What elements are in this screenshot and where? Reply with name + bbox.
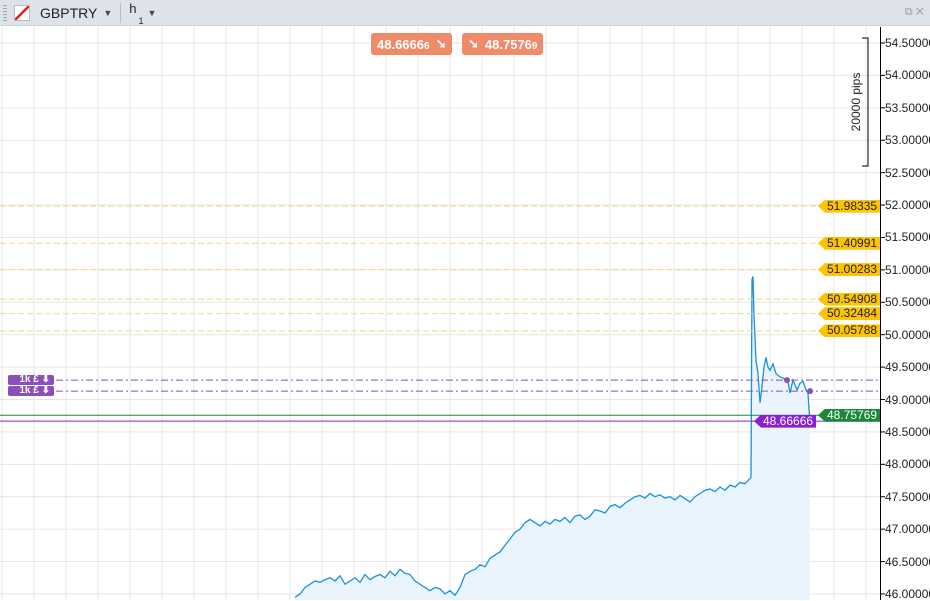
price-axis-label: 53.50000 bbox=[885, 100, 930, 115]
price-axis-label: 49.50000 bbox=[885, 360, 930, 375]
price-axis-label: 47.50000 bbox=[885, 489, 930, 504]
timeframe-selector[interactable]: h1 bbox=[129, 0, 143, 27]
bid-pipette: 6 bbox=[424, 40, 430, 52]
price-axis-label: 46.50000 bbox=[885, 554, 930, 569]
price-level-tag[interactable]: 50.05788 bbox=[818, 324, 880, 338]
arrow-down-right-icon: ➘ bbox=[435, 36, 447, 51]
bid-price: 48.6666 bbox=[377, 36, 424, 52]
price-level-tag[interactable]: 50.54908 bbox=[818, 292, 880, 306]
order-label[interactable]: 1k £ ⬇ bbox=[8, 386, 54, 397]
ask-price: 48.7576 bbox=[484, 36, 532, 52]
popout-icon[interactable]: ⧉ bbox=[904, 6, 913, 18]
order-label[interactable]: 1k £ ⬇ bbox=[8, 375, 54, 386]
chart-toolbar: GBPTRY ▼ h1 ▼ ⧉ ✕ bbox=[0, 0, 930, 26]
price-axis-label: 54.00000 bbox=[885, 68, 930, 83]
ask-pipette: 9 bbox=[531, 40, 538, 52]
chevron-down-icon[interactable]: ▼ bbox=[103, 7, 113, 18]
price-level-tag[interactable]: 51.98335 bbox=[818, 199, 880, 213]
close-icon[interactable]: ✕ bbox=[915, 6, 924, 18]
price-axis-label: 50.00000 bbox=[885, 327, 930, 342]
arrow-down-right-icon: ➘ bbox=[468, 36, 479, 51]
price-axis-label: 51.50000 bbox=[885, 230, 930, 245]
price-level-tag[interactable]: 50.32484 bbox=[818, 307, 880, 321]
bid-price-tag: 48.66666 bbox=[754, 414, 816, 428]
price-line bbox=[294, 276, 811, 598]
price-axis-label: 51.00000 bbox=[885, 262, 930, 277]
divider bbox=[120, 2, 122, 23]
price-axis-label: 52.00000 bbox=[885, 198, 930, 213]
price-axis-label: 48.50000 bbox=[885, 424, 930, 439]
ask-price-tag: 48.75769 bbox=[818, 408, 880, 422]
trade-marker bbox=[784, 377, 790, 384]
price-axis-label: 49.00000 bbox=[885, 392, 930, 407]
buy-quote-button[interactable]: ➘ 48.75769 bbox=[462, 33, 544, 55]
trade-marker bbox=[807, 388, 813, 395]
price-area-fill bbox=[295, 276, 810, 600]
price-chart[interactable] bbox=[0, 27, 930, 600]
timeframe-multiplier: 1 bbox=[138, 16, 144, 27]
symbol-selector[interactable]: GBPTRY bbox=[40, 4, 98, 21]
sell-quote-button[interactable]: 48.66666 ➘ bbox=[371, 33, 453, 55]
ruler-label: 20000 pips bbox=[849, 72, 863, 132]
pips-ruler bbox=[862, 37, 869, 167]
instrument-flag-icon[interactable] bbox=[14, 4, 30, 21]
price-axis-label: 53.00000 bbox=[885, 133, 930, 148]
chevron-down-icon[interactable]: ▼ bbox=[147, 7, 157, 18]
price-axis-label: 52.50000 bbox=[885, 165, 930, 180]
price-level-tag[interactable]: 51.00283 bbox=[818, 263, 880, 277]
price-axis-label: 50.50000 bbox=[885, 295, 930, 310]
price-axis-label: 47.00000 bbox=[885, 522, 930, 537]
timeframe-unit: h bbox=[129, 0, 137, 16]
price-axis-label: 48.00000 bbox=[885, 457, 930, 472]
drag-handle[interactable] bbox=[3, 4, 7, 21]
price-axis-label: 46.00000 bbox=[885, 586, 930, 601]
price-level-tag[interactable]: 51.40991 bbox=[818, 236, 880, 250]
price-axis-label: 54.50000 bbox=[885, 36, 930, 50]
